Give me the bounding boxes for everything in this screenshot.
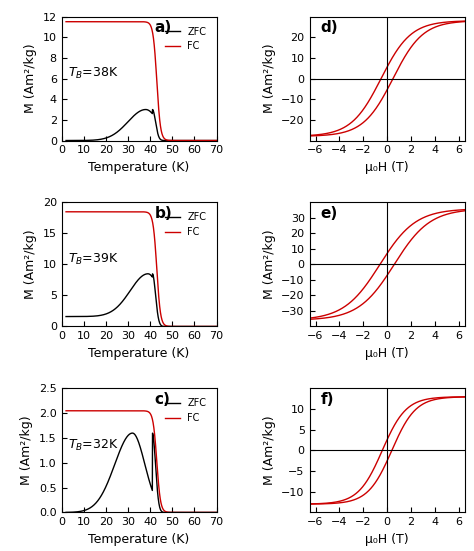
X-axis label: μ₀H (T): μ₀H (T) [365, 533, 409, 546]
Legend: ZFC, FC: ZFC, FC [161, 395, 210, 427]
X-axis label: Temperature (K): Temperature (K) [89, 533, 190, 546]
X-axis label: Temperature (K): Temperature (K) [89, 161, 190, 174]
Text: b): b) [155, 206, 173, 221]
Legend: ZFC, FC: ZFC, FC [161, 23, 210, 55]
Y-axis label: M (Am²/kg): M (Am²/kg) [24, 44, 37, 114]
X-axis label: μ₀H (T): μ₀H (T) [365, 161, 409, 174]
Text: $T_B$=39K: $T_B$=39K [68, 252, 118, 267]
Text: a): a) [155, 20, 172, 35]
Y-axis label: M (Am²/kg): M (Am²/kg) [263, 230, 276, 299]
Y-axis label: M (Am²/kg): M (Am²/kg) [263, 415, 276, 485]
Legend: ZFC, FC: ZFC, FC [161, 209, 210, 241]
Text: $T_B$=38K: $T_B$=38K [68, 66, 118, 81]
Text: f): f) [320, 392, 334, 407]
Y-axis label: M (Am²/kg): M (Am²/kg) [263, 44, 276, 114]
Text: e): e) [320, 206, 337, 221]
X-axis label: Temperature (K): Temperature (K) [89, 347, 190, 360]
X-axis label: μ₀H (T): μ₀H (T) [365, 347, 409, 360]
Y-axis label: M (Am²/kg): M (Am²/kg) [20, 415, 34, 485]
Text: c): c) [155, 392, 171, 407]
Y-axis label: M (Am²/kg): M (Am²/kg) [24, 230, 37, 299]
Text: d): d) [320, 20, 338, 35]
Text: $T_B$=32K: $T_B$=32K [68, 438, 118, 453]
